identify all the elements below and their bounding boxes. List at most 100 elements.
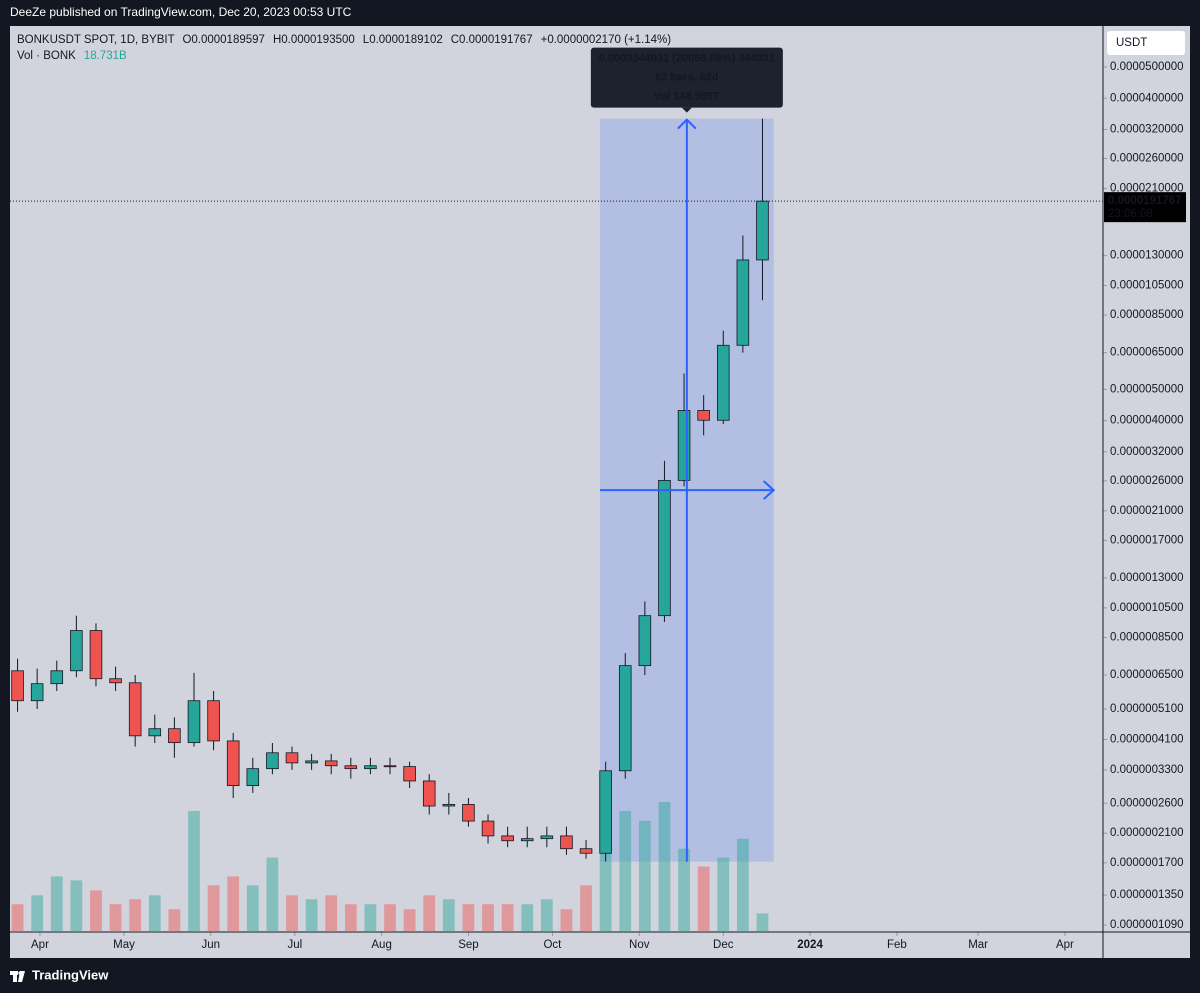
y-tick-label: 0.0000005100: [1110, 703, 1184, 715]
measure-text: 0.0000344031 (20066.08%) 344031: [599, 53, 775, 65]
legend-value: +0.0000002170 (+1.14%): [541, 34, 672, 46]
candle-body: [226, 740, 240, 787]
y-tick-label: 0.0000320000: [1110, 123, 1184, 135]
candle-body: [128, 682, 142, 737]
candle-body: [638, 615, 652, 667]
volume-bar: [207, 885, 220, 932]
candle-body: [207, 700, 220, 742]
candle-body: [618, 665, 632, 772]
candle-body: [109, 678, 122, 684]
y-tick-label: 0.0000105000: [1110, 280, 1184, 292]
volume-bar: [305, 899, 318, 932]
y-tick-label: 0.0000032000: [1110, 446, 1184, 458]
candle-body: [756, 200, 769, 261]
last-price-label: 0.0000191767: [1108, 195, 1182, 207]
volume-bar: [364, 904, 377, 932]
y-tick-label: 0.0000006500: [1110, 669, 1184, 681]
y-tick-label: 0.0000210000: [1110, 182, 1184, 194]
volume-bar: [384, 904, 396, 932]
volume-bar: [462, 904, 475, 932]
candle-body: [481, 820, 495, 837]
x-tick-label: Apr: [1056, 939, 1074, 951]
volume-legend: Vol · BONK 18.731B: [17, 50, 127, 62]
measure-tooltip-pointer: [681, 107, 692, 113]
x-tick-label: Mar: [968, 939, 988, 951]
x-tick-label: Jun: [202, 939, 221, 951]
y-tick-label: 0.0000050000: [1110, 383, 1184, 395]
volume-bar: [90, 890, 102, 932]
y-tick-label: 0.0000001700: [1110, 857, 1184, 869]
candle-body: [422, 780, 436, 807]
currency[interactable]: USDT: [1116, 37, 1147, 49]
measure-arrowhead: [677, 118, 697, 130]
volume-bar: [148, 895, 161, 932]
volume-bar: [423, 895, 436, 932]
x-tick-label: May: [113, 939, 135, 951]
candle-body: [187, 700, 201, 744]
volume-bar: [227, 876, 240, 932]
volume-bar: [31, 895, 44, 932]
y-tick-label: 0.0000002600: [1110, 797, 1184, 809]
candle-body: [168, 728, 181, 744]
candle-body: [677, 410, 691, 481]
volume-bar: [442, 899, 455, 932]
y-tick-label: 0.0000003300: [1110, 764, 1184, 776]
candle-body: [442, 803, 456, 807]
volume-bar: [403, 909, 416, 932]
candle-body: [50, 670, 64, 685]
candle-body: [148, 728, 162, 737]
y-tick-label: 0.0000001090: [1110, 919, 1184, 931]
candle-body: [30, 683, 44, 702]
candle-body: [658, 479, 671, 617]
volume-bar: [168, 909, 181, 932]
candle-body: [285, 752, 299, 764]
last-price-box: [1104, 192, 1186, 223]
volume-bar: [325, 895, 338, 932]
volume-bar: [70, 880, 83, 932]
candle-body: [364, 765, 377, 770]
volume-bar: [697, 866, 710, 932]
measure-tooltip: [590, 47, 783, 108]
volume-bar: [580, 885, 592, 932]
publish-header: DeeZe published on TradingView.com, Dec …: [10, 5, 352, 19]
candle-body: [70, 630, 83, 672]
y-tick-label: 0.0000004100: [1110, 734, 1184, 746]
candle-body: [540, 835, 554, 840]
volume-bar: [11, 904, 24, 932]
candle-body: [697, 410, 710, 421]
candle-body: [89, 630, 103, 680]
legend-value: H0.0000193500: [273, 34, 355, 46]
candle-body: [462, 803, 475, 822]
y-tick-label: 0.0000400000: [1110, 92, 1184, 104]
x-tick-label: 2024: [797, 939, 823, 951]
currency-box[interactable]: [1107, 31, 1185, 55]
measure-text: 62 bars, 62d: [655, 72, 719, 84]
x-tick-label: Dec: [713, 939, 734, 951]
volume-bar: [482, 904, 494, 932]
y-tick-label: 0.0000002100: [1110, 827, 1184, 839]
candle-body: [501, 835, 514, 842]
candle-body: [305, 760, 318, 764]
y-tick-label: 0.0000010500: [1110, 602, 1184, 614]
legend-value: C0.0000191767: [451, 34, 533, 46]
candle-body: [599, 770, 612, 854]
volume-bar: [717, 857, 730, 932]
measure-text: Vol 148.969T: [654, 91, 720, 103]
y-tick-label: 0.0000021000: [1110, 505, 1184, 517]
x-tick-label: Oct: [543, 939, 562, 951]
legend-value: O0.0000189597: [182, 34, 265, 46]
volume-bar: [501, 904, 514, 932]
y-tick-label: 0.0000013000: [1110, 572, 1184, 584]
y-tick-label: 0.0000085000: [1110, 309, 1184, 321]
candle-body: [560, 835, 573, 850]
candle-body: [266, 752, 279, 770]
x-tick-label: Sep: [458, 939, 478, 951]
candle-body: [579, 848, 593, 854]
candle-body: [246, 768, 260, 787]
volume-bar: [109, 904, 122, 932]
volume-bar: [344, 904, 357, 932]
x-tick-label: Nov: [629, 939, 650, 951]
candle-body: [344, 765, 358, 770]
volume-last: 18.731B: [84, 50, 127, 62]
